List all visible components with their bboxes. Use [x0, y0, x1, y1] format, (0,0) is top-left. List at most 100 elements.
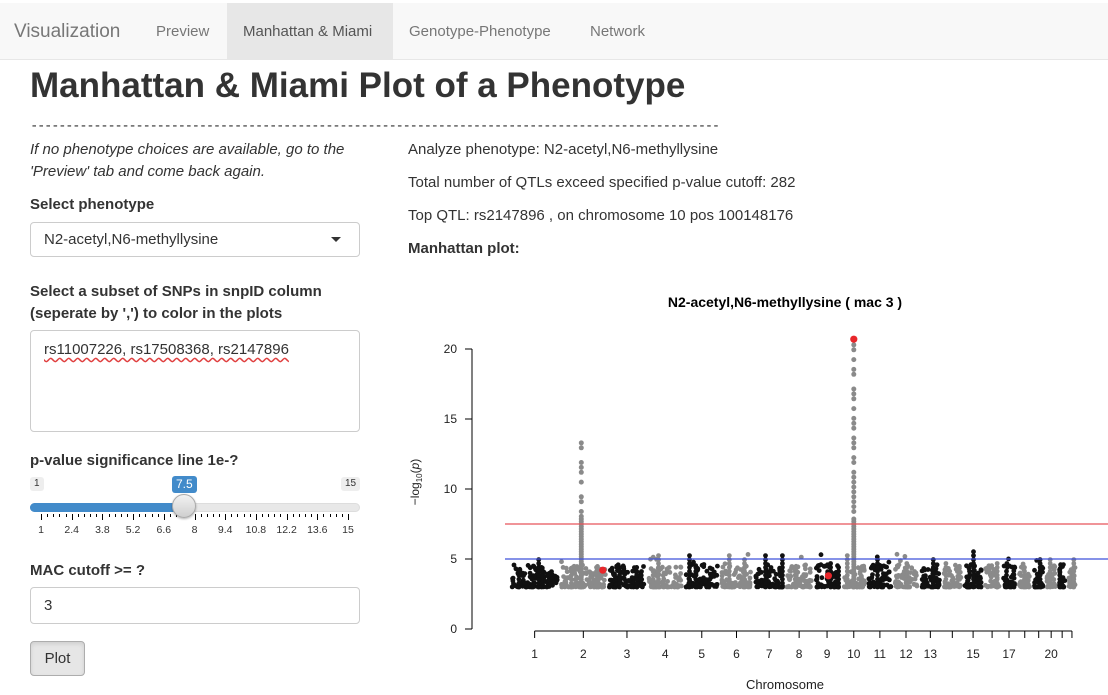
- snp-point: [793, 572, 799, 578]
- snp-point: [656, 568, 661, 574]
- tab-manhattan-miami[interactable]: Manhattan & Miami: [227, 3, 393, 60]
- snp-point: [911, 571, 917, 577]
- pvalue-label: p-value significance line 1e-?: [30, 452, 239, 469]
- snp-point: [646, 575, 652, 581]
- snp-point: [943, 584, 949, 590]
- slider-tick: [323, 514, 325, 517]
- snp-point: [672, 584, 678, 590]
- snp-point: [596, 572, 601, 578]
- x-axis-tick-label: 15: [966, 647, 980, 661]
- tab-network[interactable]: Network: [590, 23, 646, 40]
- separator-line: ----------------------------------------…: [30, 118, 720, 134]
- snp-subset-textarea[interactable]: rs11007226, rs17508368, rs2147896: [30, 330, 360, 432]
- snp-point: [851, 406, 857, 412]
- snp-point: [994, 561, 1000, 566]
- slider-tick: [169, 514, 171, 517]
- plot-button[interactable]: Plot: [30, 641, 85, 676]
- snp-point: [733, 567, 739, 573]
- snp-point: [1022, 568, 1027, 574]
- snp-point: [687, 561, 692, 566]
- snp-point: [656, 561, 661, 566]
- snp-point: [909, 565, 915, 571]
- slider-value-label: 7.5: [172, 476, 197, 493]
- slider-handle[interactable]: [172, 494, 196, 518]
- snp-point: [836, 576, 841, 582]
- snp-point: [569, 584, 574, 590]
- page-title: Manhattan & Miami Plot of a Phenotype: [30, 66, 686, 105]
- slider-tick: [305, 514, 307, 517]
- mac-cutoff-input[interactable]: 3: [30, 587, 360, 624]
- slider-tick: [41, 514, 42, 520]
- snp-point: [943, 580, 949, 586]
- total-qtl-text: Total number of QTLs exceed specified p-…: [408, 174, 796, 191]
- slider-tick-label: 3.8: [95, 524, 110, 536]
- slider-tick: [126, 514, 128, 517]
- snp-point: [971, 565, 976, 570]
- snp-point: [578, 460, 584, 465]
- snp-point: [713, 582, 719, 588]
- snp-point: [1012, 565, 1018, 571]
- snp-point: [546, 577, 551, 583]
- snp-point: [904, 561, 910, 566]
- snp-point: [1047, 580, 1053, 586]
- snp-point: [844, 568, 850, 574]
- phenotype-select[interactable]: N2-acetyl,N6-methyllysine: [30, 222, 360, 257]
- snp-point: [733, 583, 739, 588]
- snp-point: [851, 484, 857, 490]
- analyze-phenotype-text: Analyze phenotype: N2-acetyl,N6-methylly…: [408, 141, 719, 158]
- snp-point: [851, 516, 857, 522]
- snp-point: [516, 580, 522, 586]
- y-axis-tick-label: 0: [450, 622, 457, 636]
- snp-point: [828, 561, 833, 566]
- snp-point: [859, 564, 865, 569]
- snp-point: [587, 580, 592, 586]
- snp-point: [851, 479, 857, 485]
- snp-point: [536, 568, 542, 574]
- snp-point: [793, 568, 799, 574]
- snp-point: [547, 581, 553, 587]
- snp-point: [793, 576, 799, 582]
- slider-tick: [335, 514, 337, 517]
- snp-point: [726, 584, 732, 590]
- snp-point: [516, 568, 522, 574]
- snp-point: [641, 564, 646, 569]
- snp-point: [971, 584, 976, 590]
- snp-point: [971, 553, 976, 558]
- snp-point: [1004, 572, 1009, 578]
- snp-point: [943, 565, 949, 570]
- snp-point: [1033, 577, 1038, 583]
- snp-point: [1022, 572, 1027, 578]
- slider-tick-label: 5.2: [125, 524, 141, 536]
- snp-point: [921, 566, 927, 571]
- tab-genotype-phenotype[interactable]: Genotype-Phenotype: [409, 23, 551, 40]
- slider-tick: [157, 514, 159, 517]
- slider-tick-label: 10.8: [245, 524, 267, 536]
- x-axis-label: Chromosome: [746, 677, 824, 692]
- snp-point: [693, 565, 699, 570]
- slider-tick: [237, 514, 239, 517]
- x-axis-tick-label: 10: [847, 647, 861, 661]
- snp-point: [785, 573, 791, 579]
- snp-point: [814, 584, 820, 590]
- snp-point: [1071, 561, 1077, 566]
- snp-point: [899, 583, 904, 589]
- snp-point: [511, 562, 517, 568]
- snp-point: [726, 580, 732, 586]
- snp-point: [1047, 576, 1053, 582]
- snp-point: [851, 347, 857, 353]
- phenotype-select-value: N2-acetyl,N6-methyllysine: [44, 231, 219, 248]
- navbar-brand[interactable]: Visualization: [14, 21, 121, 42]
- snp-point: [934, 562, 940, 568]
- highlighted-snp-point: [850, 335, 858, 343]
- snp-point: [1051, 567, 1057, 572]
- snp-point: [656, 584, 661, 590]
- slider-tick: [194, 514, 196, 520]
- snp-point: [1004, 576, 1009, 582]
- x-axis-tick-label: 8: [796, 647, 803, 661]
- snp-point: [563, 565, 569, 571]
- snp-point: [726, 553, 732, 558]
- snp-point: [559, 584, 565, 590]
- tab-preview[interactable]: Preview: [156, 23, 210, 40]
- snp-point: [851, 499, 857, 505]
- snp-point: [524, 584, 529, 590]
